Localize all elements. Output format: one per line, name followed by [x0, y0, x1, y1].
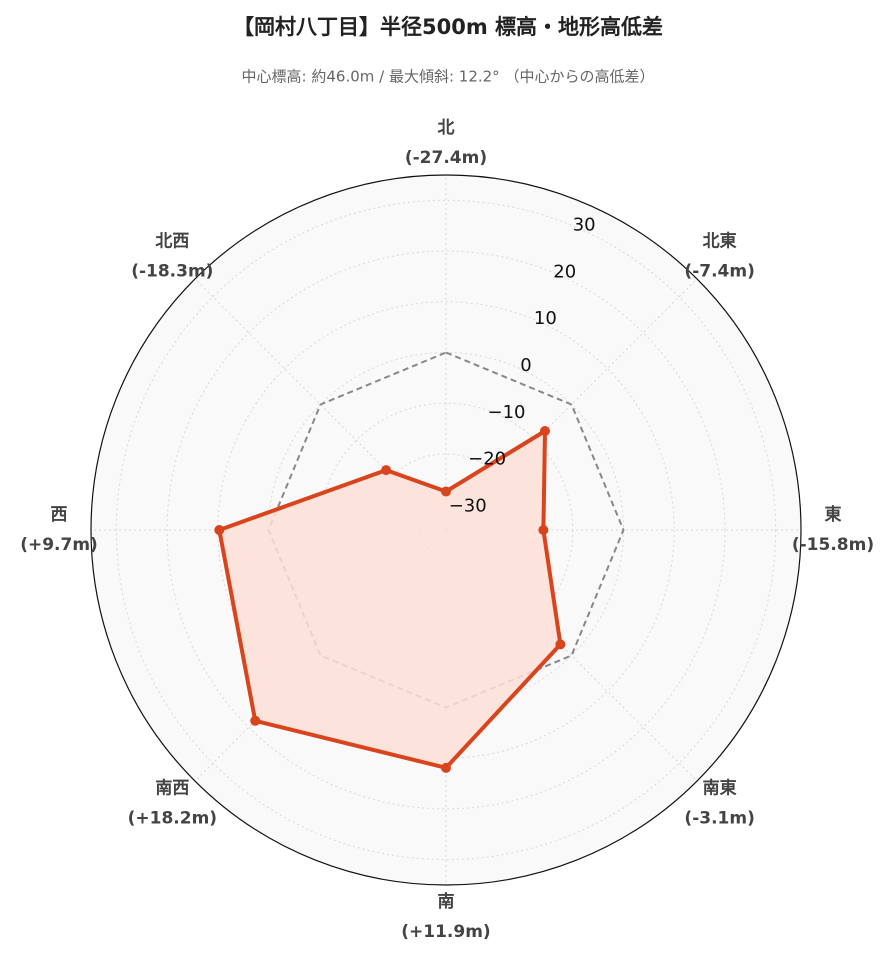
spoke [445, 278, 698, 531]
category-label: 北東 [703, 230, 737, 251]
r-tick-label: −30 [449, 496, 487, 517]
radar-point [441, 486, 451, 497]
category-label: 北西 [155, 231, 189, 251]
value-label: (-3.1m) [684, 809, 754, 829]
grid-circle [166, 250, 726, 810]
value-label: (+9.7m) [20, 535, 98, 555]
value-label: (-27.4m) [405, 148, 487, 168]
value-label: (-7.4m) [684, 261, 754, 281]
category-label: 東 [825, 504, 842, 525]
category-label: 北 [438, 118, 455, 138]
radar-point [539, 426, 550, 437]
value-label: (+18.2m) [128, 809, 217, 829]
value-label: (+11.9m) [401, 922, 490, 942]
radar-point [250, 715, 261, 726]
spoke [194, 278, 447, 531]
radar-point [538, 525, 549, 535]
spoke [194, 529, 447, 782]
category-label: 南 [438, 891, 455, 912]
value-label: (-18.3m) [131, 261, 213, 281]
value-label: (-15.8m) [792, 535, 874, 555]
category-label: 西 [51, 505, 68, 525]
r-tick-label: −20 [468, 449, 506, 470]
r-tick-label: 20 [553, 261, 576, 282]
polar-frame [90, 174, 802, 886]
chart-title: 【岡村八丁目】半径500m 標高・地形高低差 [233, 15, 663, 39]
r-tick-label: 10 [534, 308, 557, 329]
category-label: 南西 [155, 778, 189, 799]
radar-point [441, 762, 451, 773]
radar-point [214, 525, 225, 535]
chart-subtitle: 中心標高: 約46.0m / 最大傾斜: 12.2° （中心からの高低差） [242, 68, 655, 86]
grid-circle [115, 199, 777, 861]
r-tick-label: 30 [573, 214, 596, 235]
category-label: 南東 [703, 778, 737, 799]
spoke [445, 529, 698, 782]
r-tick-label: −10 [488, 402, 526, 423]
r-tick-label: 0 [520, 355, 531, 376]
radar-point [555, 639, 566, 650]
radar-point [381, 465, 392, 476]
